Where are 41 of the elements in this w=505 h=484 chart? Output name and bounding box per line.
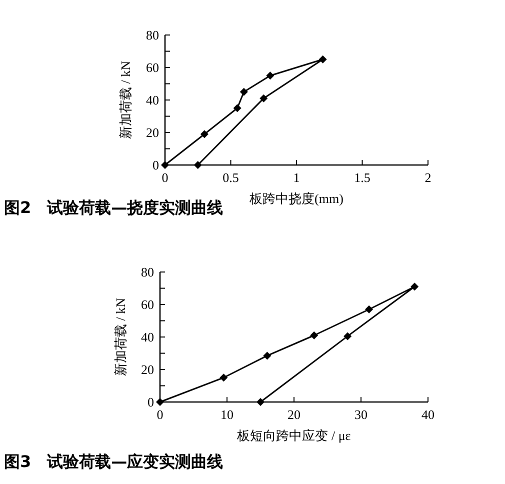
point <box>240 88 248 96</box>
point <box>318 55 327 64</box>
point <box>365 305 374 314</box>
x-tick-label: 1.5 <box>354 170 370 185</box>
y-tick-label: 60 <box>141 297 154 312</box>
x-tick-label: 40 <box>422 407 434 422</box>
y-axis-title: 新加荷载 / kN <box>118 60 133 139</box>
x-tick-label: 20 <box>288 407 300 422</box>
x-axis-title: 板短向跨中应变 / με <box>236 428 352 443</box>
point <box>260 94 268 102</box>
y-tick-label: 20 <box>146 125 159 140</box>
y-tick-label: 80 <box>141 264 154 280</box>
y-tick-label: 0 <box>152 158 159 172</box>
x-tick-label: 0 <box>162 170 168 185</box>
point <box>263 352 272 360</box>
y-tick-label: 40 <box>141 330 154 344</box>
y-axis-title: 新加荷载 / kN <box>113 297 128 376</box>
x-tick-label: 1 <box>293 170 300 185</box>
x-axis-title: 板跨中挠度(mm) <box>248 191 344 206</box>
point <box>256 398 264 406</box>
y-tick-label: 20 <box>141 362 154 377</box>
point <box>344 332 352 340</box>
point <box>194 161 202 169</box>
point <box>156 398 164 406</box>
y-tick-label: 0 <box>148 394 154 410</box>
x-tick-label: 2 <box>424 170 432 185</box>
point <box>266 72 274 80</box>
caption: 图3 试验荷载—应变实测曲线 <box>4 452 224 471</box>
x-tick-label: 30 <box>354 407 368 422</box>
point <box>161 161 169 169</box>
point <box>200 130 208 138</box>
point <box>233 104 242 112</box>
point <box>220 374 228 382</box>
point <box>410 282 419 291</box>
caption: 图2 试验荷载—挠度实测曲线 <box>4 198 224 217</box>
y-tick-label: 80 <box>146 28 159 42</box>
point <box>310 331 318 340</box>
y-tick-label: 40 <box>146 92 159 108</box>
x-tick-label: 0.5 <box>222 170 239 185</box>
y-tick-label: 60 <box>146 60 159 75</box>
x-tick-label: 10 <box>220 407 234 422</box>
